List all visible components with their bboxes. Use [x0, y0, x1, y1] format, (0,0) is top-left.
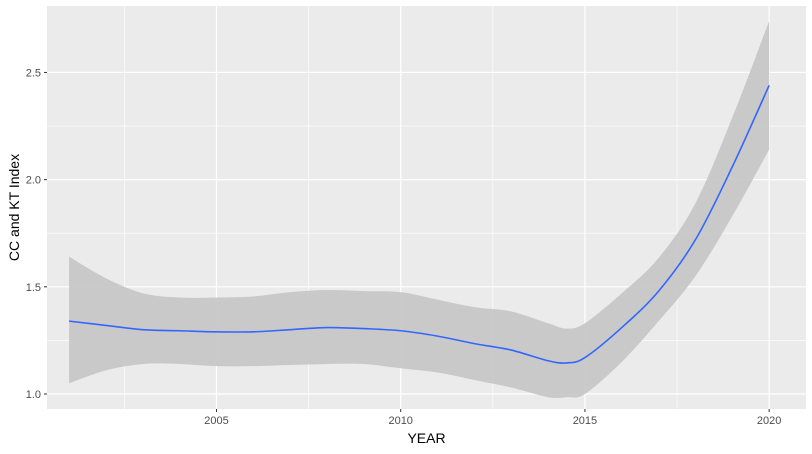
x-tick-label: 2020 — [757, 415, 781, 427]
x-axis: 2005 2010 2015 2020 — [204, 409, 781, 427]
x-tick-label: 2010 — [388, 415, 412, 427]
y-tick-label: 2.5 — [26, 67, 41, 79]
smooth-line — [69, 84, 770, 364]
ribbon-layer — [69, 21, 770, 399]
confidence-band — [69, 21, 770, 399]
x-axis-title: YEAR — [407, 430, 445, 446]
y-axis-title: CC and KT Index — [6, 154, 22, 261]
y-tick-label: 1.5 — [26, 282, 41, 294]
y-tick-label: 2.0 — [26, 175, 41, 187]
y-axis: 1.0 1.5 2.0 2.5 — [26, 67, 47, 401]
x-tick-label: 2015 — [573, 415, 597, 427]
y-tick-label: 1.0 — [26, 389, 41, 401]
x-tick-label: 2005 — [204, 415, 228, 427]
line-layer — [69, 84, 770, 364]
